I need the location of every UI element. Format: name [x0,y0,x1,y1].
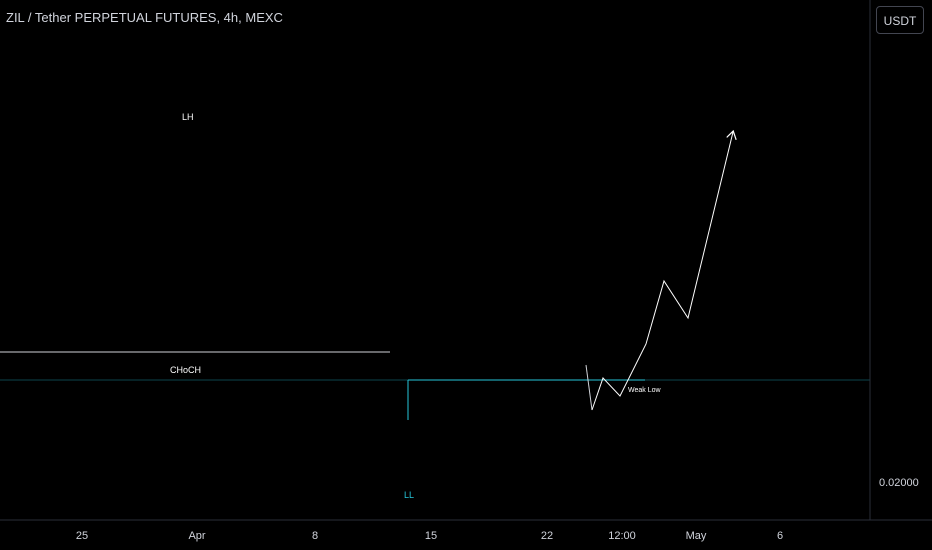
x-tick-label: May [686,530,707,542]
annotation-choch: CHoCH [170,365,201,375]
x-tick-label: 12:00 [608,530,636,542]
x-tick-label: 15 [425,530,437,542]
currency-button[interactable]: USDT [876,6,924,34]
x-tick-label: 6 [777,530,783,542]
annotation-ll: LL [404,490,414,500]
drawings-layer: LH CHoCH LL [0,112,870,500]
x-tick-label: 8 [312,530,318,542]
levels-layer: PMHStrong HighPDHPWHPDLPMLPWLWeak Low [0,379,870,394]
time-axis[interactable]: 25 Apr 8 15 22 12:00 May 6 [0,519,932,542]
x-tick-label: 22 [541,530,553,542]
y-tick-label: 0.02000 [879,477,919,489]
projection-leadin [585,364,593,411]
annotation-lh: LH [182,112,194,122]
x-tick-label: 25 [76,530,88,542]
x-tick-label: Apr [188,530,205,542]
chart-title: ZIL / Tether PERPETUAL FUTURES, 4h, MEXC [6,10,283,25]
projection-arrow [591,132,733,411]
price-axis[interactable]: 0.045000.040000.035000.030000.020000.025… [869,0,932,520]
level-label: Weak Low [628,387,661,394]
